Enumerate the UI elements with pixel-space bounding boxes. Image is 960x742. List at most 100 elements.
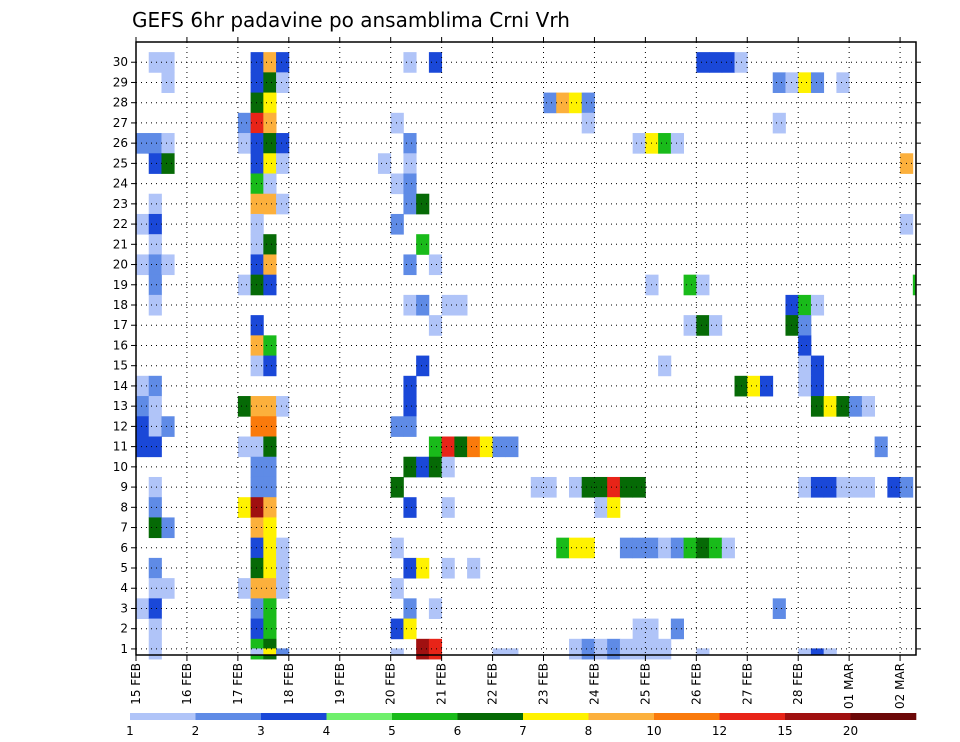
heatmap-cell: [912, 274, 917, 296]
heatmap-cell: [250, 416, 264, 437]
heatmap-cell: [263, 133, 277, 154]
y-tick-label: 1: [120, 642, 128, 656]
heatmap-cell: [543, 476, 557, 498]
heatmap-cell: [798, 315, 812, 336]
heatmap-cell: [403, 173, 417, 195]
x-tick-label: 20 FEB: [384, 663, 398, 705]
heatmap-cell: [148, 254, 162, 276]
heatmap-cell: [276, 578, 290, 599]
heatmap-cell: [696, 52, 710, 73]
heatmap-cell: [810, 355, 825, 377]
x-tick-label: 23 FEB: [537, 663, 551, 705]
heatmap-cell: [696, 648, 710, 656]
y-tick-label: 5: [120, 561, 128, 575]
y-tick-label: 30: [113, 55, 128, 69]
heatmap-cell: [250, 52, 264, 73]
heatmap-cell: [670, 537, 684, 559]
heatmap-cell: [148, 416, 162, 437]
heatmap-cell: [428, 456, 443, 478]
heatmap-cell: [136, 598, 150, 619]
heatmap-cell: [772, 112, 786, 134]
heatmap-cell: [632, 618, 646, 640]
heatmap-cell: [250, 598, 264, 619]
heatmap-cell: [492, 648, 506, 656]
heatmap-cell: [581, 476, 595, 498]
y-tick-label: 2: [120, 622, 128, 636]
heatmap-cell: [136, 396, 150, 417]
heatmap-cell: [505, 648, 519, 656]
heatmap-cell: [403, 396, 417, 417]
heatmap-cell: [823, 476, 837, 498]
heatmap-cell: [263, 537, 277, 559]
colorbar-swatch: [654, 713, 720, 720]
heatmap-cell: [250, 193, 264, 215]
heatmap-cell: [416, 355, 430, 377]
y-tick-label: 22: [113, 217, 128, 231]
x-tick-label: 27 FEB: [740, 663, 754, 705]
colorbar-swatch: [130, 713, 196, 720]
heatmap-cell: [263, 72, 277, 93]
heatmap-cell: [148, 497, 162, 518]
heatmap-cell: [237, 133, 252, 154]
heatmap-cell: [810, 294, 825, 316]
heatmap-cell: [861, 476, 876, 498]
heatmap-cell: [390, 213, 404, 235]
heatmap-cell: [263, 557, 277, 579]
heatmap-cell: [849, 396, 863, 417]
y-axis-ticks: 1234567891011121314151617181920212223242…: [113, 55, 921, 656]
y-tick-label: 20: [113, 258, 128, 272]
heatmap-cell: [428, 436, 443, 458]
heatmap-cell: [798, 476, 812, 498]
heatmap-cell: [581, 92, 595, 114]
heatmap-cell: [428, 598, 443, 619]
heatmap-cell: [250, 153, 264, 174]
heatmap-cell: [607, 638, 621, 660]
heatmap-cell: [148, 618, 162, 640]
heatmap-cell: [632, 638, 646, 660]
heatmap-cell: [263, 112, 277, 134]
heatmap-cell: [785, 315, 799, 336]
x-tick-label: 17 FEB: [231, 663, 245, 705]
heatmap-cell: [263, 52, 277, 73]
heatmap-cell: [428, 254, 443, 276]
heatmap-cell: [390, 648, 404, 656]
heatmap-cell: [568, 476, 583, 498]
heatmap-cell: [390, 416, 404, 437]
heatmap-cell: [148, 578, 162, 599]
heatmap-cell: [263, 254, 277, 276]
heatmap-cell: [276, 557, 290, 579]
y-tick-label: 13: [113, 399, 128, 413]
heatmap-cell: [263, 234, 277, 255]
heatmap-cell: [467, 557, 481, 579]
heatmap-cell: [136, 375, 150, 397]
heatmap-cell: [785, 294, 799, 316]
heatmap-cell: [441, 436, 455, 458]
heatmap-cell: [263, 476, 277, 498]
heatmap-cell: [263, 193, 277, 215]
heatmap-cell: [810, 396, 825, 417]
colorbar-swatch: [785, 713, 851, 720]
heatmap-cell: [148, 193, 162, 215]
plot-frame: [135, 41, 917, 656]
heatmap-cell: [492, 436, 506, 458]
heatmap-cell: [798, 648, 812, 656]
y-tick-label: 9: [120, 480, 128, 494]
heatmap-cell: [263, 335, 277, 356]
heatmap-cell: [250, 578, 264, 599]
heatmap-cell: [148, 638, 162, 660]
heatmap-cell: [263, 436, 277, 458]
heatmap-cell: [250, 396, 264, 417]
heatmap-cell: [250, 517, 264, 539]
heatmap-cell: [263, 456, 277, 478]
heatmap-cell: [709, 52, 723, 73]
heatmap-cell: [161, 254, 175, 276]
heatmap-cell: [276, 193, 290, 215]
heatmap-cell: [250, 648, 264, 656]
heatmap-cell: [696, 274, 710, 296]
y-tick-label: 3: [120, 601, 128, 615]
heatmap-cell: [721, 52, 735, 73]
x-tick-label: 28 FEB: [791, 663, 805, 705]
dotted-grid: [136, 42, 916, 655]
y-tick-label: 14: [113, 379, 128, 393]
